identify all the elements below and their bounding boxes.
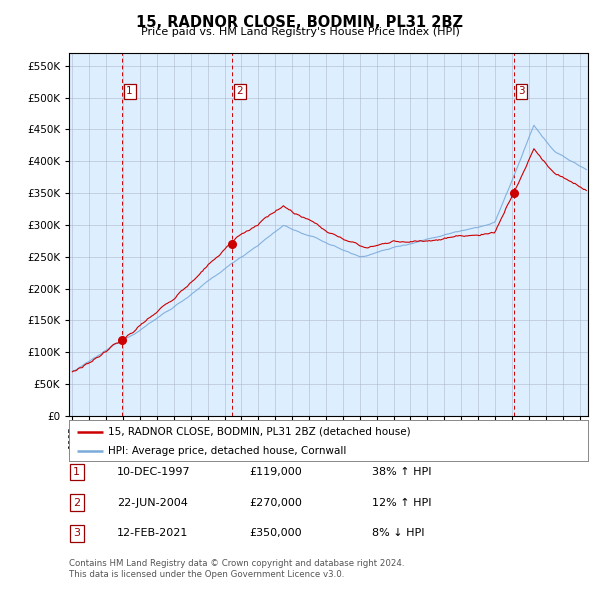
Text: 15, RADNOR CLOSE, BODMIN, PL31 2BZ (detached house): 15, RADNOR CLOSE, BODMIN, PL31 2BZ (deta… — [108, 427, 410, 437]
Text: Price paid vs. HM Land Registry's House Price Index (HPI): Price paid vs. HM Land Registry's House … — [140, 27, 460, 37]
Text: 1: 1 — [73, 467, 80, 477]
Text: £270,000: £270,000 — [249, 498, 302, 507]
Text: 1: 1 — [127, 86, 133, 96]
Text: 15, RADNOR CLOSE, BODMIN, PL31 2BZ: 15, RADNOR CLOSE, BODMIN, PL31 2BZ — [137, 15, 464, 30]
Text: £119,000: £119,000 — [249, 467, 302, 477]
Text: Contains HM Land Registry data © Crown copyright and database right 2024.: Contains HM Land Registry data © Crown c… — [69, 559, 404, 568]
Text: 3: 3 — [73, 529, 80, 538]
Text: 22-JUN-2004: 22-JUN-2004 — [117, 498, 188, 507]
Text: 12% ↑ HPI: 12% ↑ HPI — [372, 498, 431, 507]
Text: 3: 3 — [518, 86, 525, 96]
Text: This data is licensed under the Open Government Licence v3.0.: This data is licensed under the Open Gov… — [69, 571, 344, 579]
Text: 2: 2 — [73, 498, 80, 507]
Text: 38% ↑ HPI: 38% ↑ HPI — [372, 467, 431, 477]
Text: 12-FEB-2021: 12-FEB-2021 — [117, 529, 188, 538]
Text: £350,000: £350,000 — [249, 529, 302, 538]
Text: 2: 2 — [237, 86, 244, 96]
Text: 8% ↓ HPI: 8% ↓ HPI — [372, 529, 425, 538]
Text: HPI: Average price, detached house, Cornwall: HPI: Average price, detached house, Corn… — [108, 445, 346, 455]
Text: 10-DEC-1997: 10-DEC-1997 — [117, 467, 191, 477]
